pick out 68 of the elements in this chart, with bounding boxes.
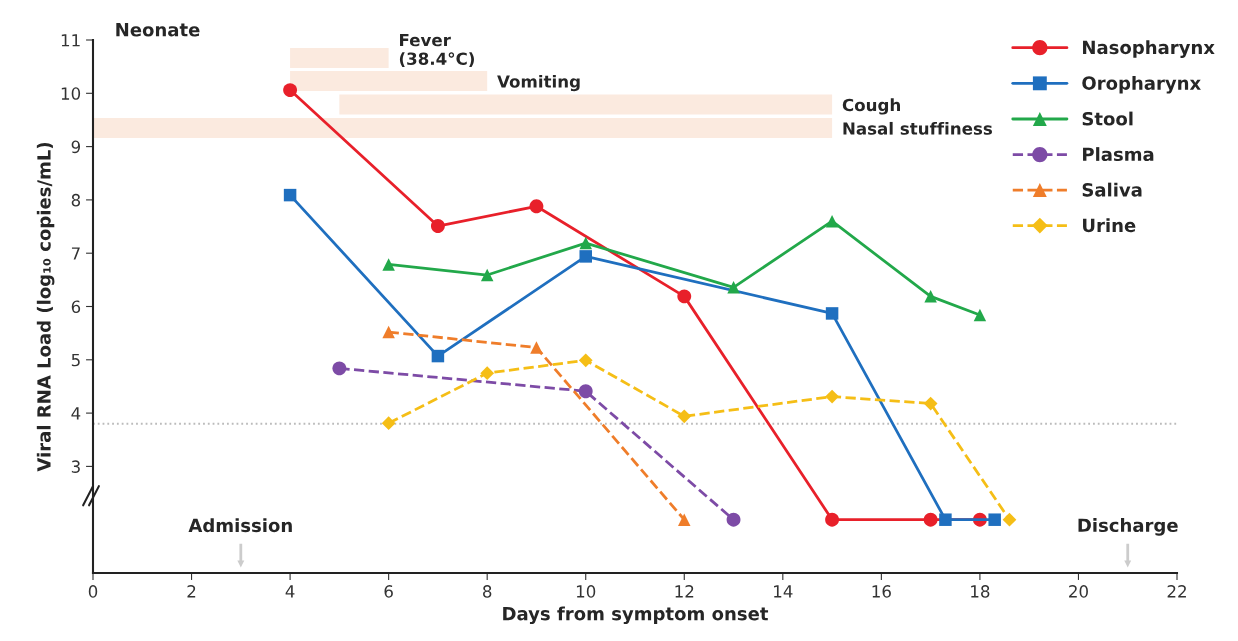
y-tick-label: 9 bbox=[71, 140, 81, 154]
point bbox=[530, 341, 543, 354]
point bbox=[825, 512, 840, 527]
y-tick-label: 7 bbox=[71, 247, 80, 260]
x-tick-label: 22 bbox=[1167, 585, 1186, 598]
series-label: Nasal stuffiness bbox=[843, 121, 993, 135]
x-tick-label: 12 bbox=[675, 585, 694, 598]
x-tick-label: 10 bbox=[576, 585, 596, 598]
x-tick-label: 16 bbox=[872, 585, 891, 598]
series-label: Vomiting bbox=[497, 74, 580, 92]
legend-label: Plasma bbox=[1083, 147, 1154, 162]
point bbox=[578, 384, 593, 399]
x-tick-label: 0 bbox=[88, 585, 98, 598]
x-tick-label: 20 bbox=[1069, 585, 1088, 598]
point bbox=[825, 307, 839, 320]
point bbox=[973, 308, 987, 322]
point bbox=[480, 268, 494, 282]
point bbox=[529, 199, 544, 214]
annotation: Discharge bbox=[1078, 518, 1178, 536]
point bbox=[678, 513, 691, 526]
y-tick-label: 4 bbox=[71, 407, 81, 420]
point bbox=[578, 353, 593, 368]
legend-label: Nasopharynx bbox=[1083, 40, 1215, 58]
legend-label: Oropharynx bbox=[1082, 75, 1201, 94]
x-tick-label: 14 bbox=[774, 585, 793, 598]
x-tick-label: 4 bbox=[285, 585, 295, 598]
x-tick-label: 6 bbox=[384, 585, 393, 598]
point bbox=[283, 83, 298, 98]
y-axis-title: Viral RNA Load (log₁₀ copies/mL) bbox=[36, 142, 55, 472]
legend-label: Urine bbox=[1083, 218, 1136, 233]
annotation: Admission bbox=[188, 518, 292, 533]
x-axis-title: Days from symptom onset bbox=[503, 606, 769, 625]
legend-label: Stool bbox=[1082, 111, 1133, 126]
point bbox=[332, 361, 347, 376]
y-tick-label: 5 bbox=[71, 353, 80, 367]
x-tick-label: 18 bbox=[971, 585, 990, 598]
point bbox=[382, 325, 395, 339]
point bbox=[1002, 512, 1017, 527]
point bbox=[677, 409, 692, 424]
y-tick-label: 3 bbox=[71, 460, 80, 473]
point bbox=[431, 349, 445, 363]
point bbox=[727, 281, 740, 294]
point bbox=[382, 258, 395, 271]
point bbox=[480, 366, 495, 380]
y-tick-label: 8 bbox=[71, 193, 81, 207]
point bbox=[923, 512, 938, 527]
point bbox=[430, 219, 445, 233]
point bbox=[924, 290, 937, 303]
y-tick-label: 11 bbox=[61, 34, 80, 47]
point bbox=[579, 236, 592, 250]
x-tick-label: 8 bbox=[483, 585, 492, 598]
point bbox=[825, 214, 839, 228]
point bbox=[923, 396, 938, 411]
point bbox=[726, 512, 741, 527]
point bbox=[381, 416, 396, 431]
y-tick-label: 10 bbox=[61, 87, 81, 100]
point bbox=[283, 188, 297, 202]
point bbox=[939, 513, 952, 526]
y-tick-label: 6 bbox=[71, 300, 81, 314]
point bbox=[825, 389, 839, 404]
point bbox=[579, 250, 592, 263]
series-label: Fever (38.4°C) bbox=[399, 33, 474, 67]
point bbox=[677, 289, 692, 304]
series-label: Cough bbox=[842, 98, 900, 115]
x-tick-label: 2 bbox=[187, 585, 196, 598]
legend-label: Saliva bbox=[1082, 182, 1142, 197]
text: Neonate bbox=[116, 23, 200, 37]
point bbox=[988, 513, 1001, 526]
